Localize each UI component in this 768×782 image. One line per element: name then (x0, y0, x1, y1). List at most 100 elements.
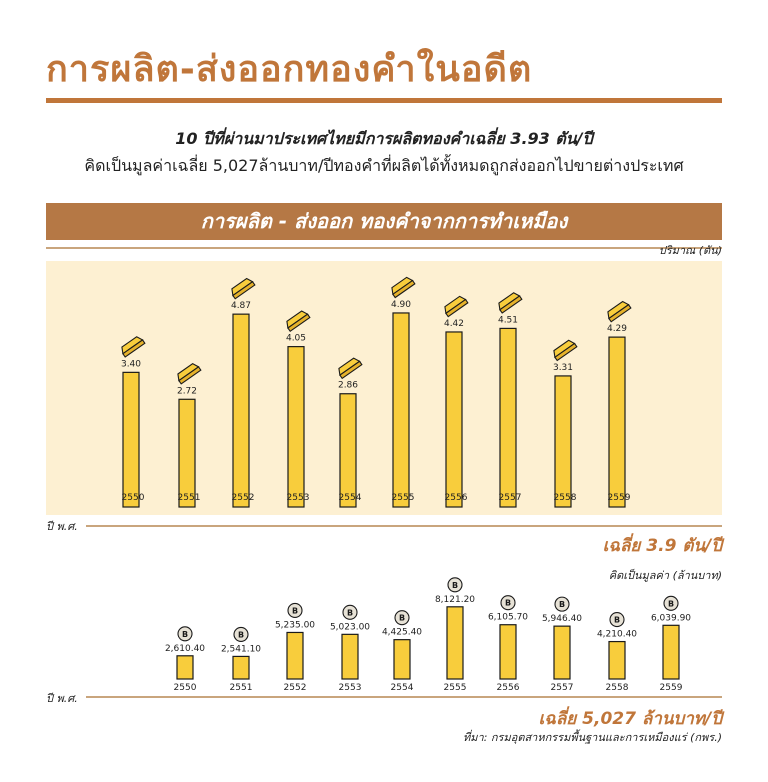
ingot-side (392, 279, 416, 299)
gold-ingot-icon (286, 310, 311, 333)
production-bar (287, 346, 305, 508)
production-year-label: 2559 (608, 493, 631, 503)
title-divider (46, 98, 722, 103)
baht-coin-icon (554, 596, 570, 612)
production-bar (554, 375, 572, 508)
baht-coin-icon (394, 610, 410, 626)
production-year-label: 2557 (499, 493, 522, 503)
production-value-label: 4.51 (498, 315, 518, 325)
gold-ingot-icon (231, 277, 256, 300)
production-value-label: 4.90 (391, 300, 411, 310)
coin-symbol: B (452, 581, 458, 590)
ingot-side (122, 339, 146, 358)
value-bar (662, 624, 680, 680)
value-bar (341, 633, 359, 680)
baht-coin-icon (447, 577, 463, 593)
source-note: ที่มา: กรมอุตสาหกรรมพื้นฐานและการเหมืองแ… (463, 731, 722, 744)
gold-ingot-icon (553, 339, 578, 362)
value-bar (286, 631, 304, 680)
ingot-side (178, 366, 202, 385)
page-title: การผลิต-ส่งออกทองคำในอดีต (46, 49, 533, 90)
value-value-label: 2,541.10 (221, 644, 261, 654)
baht-coin-icon (500, 595, 516, 611)
value-year-label: 2556 (497, 683, 520, 693)
value-bar (446, 606, 464, 680)
production-bar (445, 331, 463, 508)
production-value-label: 4.42 (444, 319, 464, 329)
value-year-label: 2552 (284, 683, 307, 693)
production-bar (122, 371, 140, 508)
baht-coin-icon (287, 602, 303, 619)
value-axis-line (86, 696, 722, 698)
value-average: เฉลี่ย 5,027 ล้านบาท/ปี (538, 709, 722, 729)
value-bar (553, 625, 571, 680)
production-value-label: 3.40 (121, 359, 141, 369)
baht-coin-icon (663, 595, 679, 611)
coin-symbol: B (614, 616, 620, 625)
gold-ingot-icon (338, 357, 363, 380)
value-value-label: 6,105.70 (488, 613, 528, 623)
ingot-side (554, 342, 578, 362)
production-value-label: 2.86 (338, 381, 358, 391)
production-bar (392, 312, 410, 508)
ingot-side (232, 280, 256, 300)
gold-ingot-icon (391, 276, 416, 299)
coin-symbol: B (505, 599, 511, 608)
ingot-side (339, 360, 363, 380)
coin-symbol: B (292, 606, 298, 615)
value-year-label: 2557 (551, 683, 574, 693)
ingot-side (445, 298, 469, 318)
production-year-label: 2556 (445, 493, 468, 503)
gold-ingot-icon (498, 292, 523, 314)
production-value-label: 4.05 (286, 334, 306, 344)
value-value-label: 6,039.90 (651, 613, 691, 623)
value-bar (232, 655, 250, 680)
value-value-label: 5,023.00 (330, 622, 370, 632)
value-bar (608, 640, 626, 680)
value-value-label: 5,235.00 (275, 620, 315, 630)
production-average: เฉลี่ย 3.9 ตัน/ปี (602, 536, 722, 556)
value-bar (393, 639, 411, 680)
production-value-label: 2.72 (177, 386, 197, 396)
baht-coin-icon (609, 612, 625, 628)
value-year-label: 2559 (660, 683, 683, 693)
production-year-label: 2550 (122, 493, 145, 503)
value-year-label: 2553 (339, 683, 362, 693)
value-value-label: 8,121.20 (435, 595, 475, 605)
production-bar (178, 398, 196, 508)
value-value-label: 4,210.40 (597, 630, 637, 640)
coin-symbol: B (238, 630, 244, 639)
banner-divider (46, 247, 722, 249)
baht-coin-icon (233, 626, 249, 642)
chart-banner: การผลิต - ส่งออก ทองคำจากการทำเหมือง (46, 203, 722, 240)
production-bar (608, 336, 626, 508)
baht-coin-icon (177, 626, 193, 642)
production-year-label: 2558 (554, 493, 577, 503)
production-unit-label: ปริมาณ (ตัน) (658, 244, 722, 257)
production-year-label: 2551 (178, 493, 201, 503)
value-value-label: 2,610.40 (165, 644, 205, 654)
value-year-label: 2554 (391, 683, 414, 693)
coin-symbol: B (668, 599, 674, 608)
ingot-side (499, 295, 523, 314)
production-bar (232, 313, 250, 508)
production-x-axis-label: ปี พ.ศ. (46, 520, 78, 533)
value-value-label: 5,946.40 (542, 614, 582, 624)
value-unit-label: คิดเป็นมูลค่า (ล้านบาท) (608, 569, 722, 582)
coin-symbol: B (399, 614, 405, 623)
coin-symbol: B (347, 608, 353, 617)
gold-ingot-icon (607, 300, 632, 323)
value-value-label: 4,425.40 (382, 628, 422, 638)
value-year-label: 2555 (444, 683, 467, 693)
ingot-side (287, 313, 311, 333)
production-bar (339, 393, 357, 508)
production-value-label: 4.87 (231, 301, 251, 311)
gold-ingot-icon (444, 295, 469, 318)
production-year-label: 2555 (392, 493, 415, 503)
gold-ingot-icon (121, 336, 146, 358)
coin-symbol: B (559, 600, 565, 609)
value-bar (499, 624, 517, 680)
production-bar (499, 327, 517, 508)
value-year-label: 2558 (606, 683, 629, 693)
